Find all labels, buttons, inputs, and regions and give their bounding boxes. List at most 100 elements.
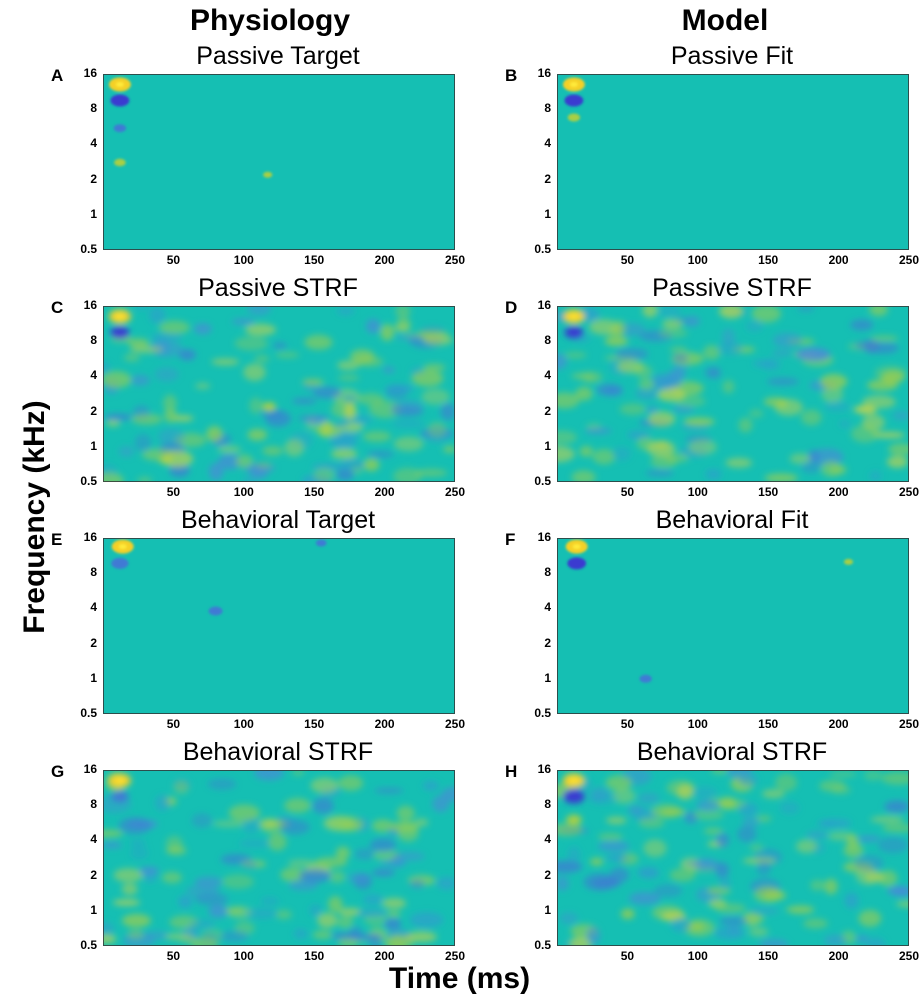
- texture-patch: [103, 371, 132, 389]
- texture-patch: [118, 446, 135, 457]
- y-tick-label: 4: [544, 600, 551, 615]
- texture-patch: [432, 795, 450, 813]
- panel-letter-e: E: [51, 530, 63, 549]
- heatmap-background: [103, 74, 455, 250]
- texture-patch: [122, 913, 151, 928]
- texture-patch: [596, 383, 623, 396]
- texture-patch: [291, 397, 317, 405]
- x-tick-label: 200: [828, 949, 849, 963]
- y-tick-label: 0.5: [534, 242, 551, 256]
- texture-patch: [870, 815, 905, 824]
- x-tick-label: 200: [374, 717, 395, 731]
- texture-patch: [234, 336, 268, 351]
- texture-patch: [687, 922, 705, 932]
- texture-patch: [275, 351, 300, 359]
- panel-letter-d: D: [505, 298, 518, 317]
- panel-letter-c: C: [51, 298, 64, 317]
- plot-frame: [557, 74, 909, 250]
- texture-patch: [748, 926, 769, 937]
- texture-patch: [854, 854, 884, 872]
- texture-patch: [254, 770, 284, 781]
- y-tick-label: 0.5: [80, 706, 97, 720]
- y-tick-label: 16: [537, 762, 551, 776]
- texture-patch: [313, 386, 342, 399]
- texture-patch: [761, 789, 785, 799]
- texture-patch: [165, 835, 183, 851]
- texture-patch: [287, 859, 316, 867]
- texture-patch: [628, 891, 661, 905]
- texture-patch: [330, 434, 358, 448]
- y-tick-label: 0.5: [80, 938, 97, 952]
- texture-patch: [178, 349, 197, 361]
- heatmap-c: [103, 306, 455, 482]
- heatmap-g: [103, 770, 455, 946]
- texture-patch: [288, 879, 318, 891]
- x-tick-label: 250: [444, 949, 466, 963]
- texture-patch: [824, 878, 838, 895]
- receptive-field-blob: [566, 814, 582, 825]
- texture-patch: [612, 788, 636, 804]
- texture-patch: [436, 877, 455, 890]
- y-tick-label: 1: [90, 206, 97, 221]
- texture-patch: [559, 912, 578, 925]
- texture-patch: [886, 455, 908, 468]
- x-tick-label: 50: [620, 253, 635, 267]
- texture-patch: [268, 833, 287, 851]
- texture-patch: [635, 387, 660, 400]
- texture-patch: [231, 318, 256, 325]
- texture-patch: [795, 839, 818, 854]
- texture-patch: [371, 868, 396, 877]
- texture-patch: [304, 415, 325, 424]
- texture-patch: [304, 334, 333, 350]
- texture-patch: [423, 425, 451, 444]
- texture-patch: [718, 875, 732, 890]
- texture-patch: [684, 316, 700, 327]
- x-tick-label: 150: [758, 485, 779, 499]
- texture-patch: [366, 318, 381, 334]
- texture-patch: [112, 899, 141, 906]
- x-tick-label: 200: [374, 253, 395, 267]
- texture-patch: [866, 937, 886, 946]
- y-tick-label: 4: [90, 600, 97, 615]
- texture-patch: [393, 324, 411, 332]
- texture-patch: [331, 448, 358, 459]
- panel-title-c: Passive STRF: [198, 274, 358, 302]
- texture-patch: [103, 922, 115, 937]
- texture-patch: [759, 938, 789, 946]
- texture-patch: [831, 785, 851, 795]
- texture-patch: [820, 460, 842, 477]
- texture-patch: [557, 876, 570, 891]
- texture-patch: [255, 462, 273, 469]
- texture-patch: [313, 467, 335, 482]
- texture-patch: [218, 454, 242, 470]
- texture-patch: [363, 893, 383, 906]
- texture-patch: [721, 328, 736, 346]
- texture-patch: [309, 904, 322, 917]
- texture-patch: [636, 867, 658, 878]
- texture-patch: [384, 918, 402, 930]
- y-tick-label: 8: [90, 101, 97, 116]
- panel-title-d: Passive STRF: [652, 274, 812, 302]
- x-tick-label: 250: [898, 253, 919, 267]
- panel-title-f: Behavioral Fit: [655, 506, 809, 534]
- texture-patch: [714, 926, 745, 940]
- texture-patch: [284, 798, 311, 813]
- texture-patch: [262, 446, 283, 456]
- texture-patch: [615, 348, 649, 360]
- receptive-field-blob: [564, 326, 584, 339]
- plot-frame: [103, 306, 455, 482]
- y-tick-label: 4: [90, 368, 97, 383]
- texture-patch: [244, 323, 277, 336]
- heatmap-background: [103, 538, 455, 714]
- texture-patch: [336, 468, 355, 481]
- texture-patch: [384, 384, 414, 393]
- y-tick-label: 2: [90, 867, 97, 882]
- texture-patch: [586, 927, 601, 945]
- texture-patch: [362, 431, 392, 442]
- x-tick-label: 50: [620, 717, 635, 731]
- texture-patch: [676, 784, 695, 800]
- texture-patch: [293, 928, 308, 939]
- texture-patch: [259, 409, 283, 418]
- texture-patch: [327, 896, 343, 913]
- texture-patch: [863, 770, 883, 781]
